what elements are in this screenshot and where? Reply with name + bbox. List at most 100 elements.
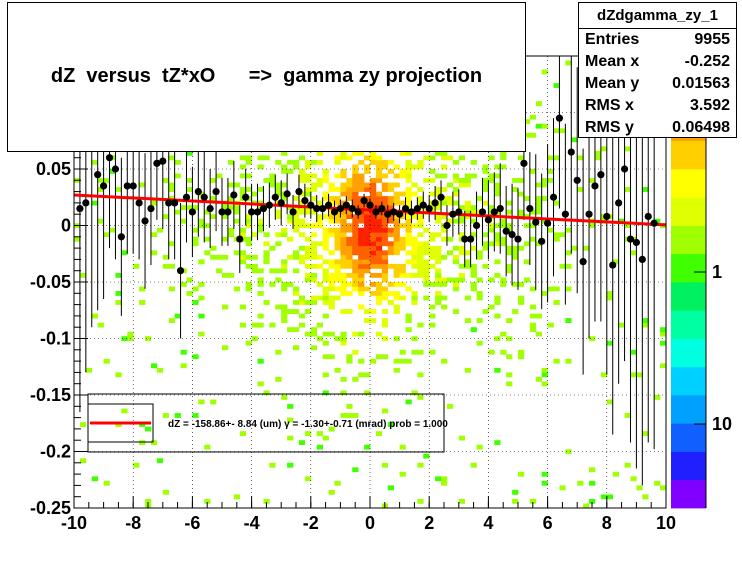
heatmap-cell	[500, 277, 507, 283]
profile-point	[117, 233, 125, 241]
heatmap-cell	[393, 164, 400, 170]
heatmap-cell	[500, 155, 507, 161]
heatmap-cell	[381, 214, 389, 220]
heatmap-cell	[494, 236, 501, 242]
heatmap-cell	[405, 169, 412, 174]
heatmap-cell	[257, 227, 264, 233]
heatmap-cell	[529, 322, 537, 328]
heatmap-cell	[506, 263, 513, 269]
heatmap-cell	[91, 476, 98, 482]
heatmap-cell	[251, 232, 258, 238]
heatmap-cell	[358, 218, 365, 224]
heatmap-cell	[370, 254, 377, 260]
heatmap-cell	[423, 178, 430, 183]
heatmap-cell	[245, 173, 252, 179]
profile-point	[141, 217, 149, 225]
heatmap-cell	[370, 200, 377, 206]
heatmap-cell	[328, 295, 335, 301]
heatmap-cell	[287, 214, 294, 220]
heatmap-cell	[500, 349, 507, 355]
heatmap-cell	[660, 485, 667, 491]
colorbar-segment	[671, 366, 706, 396]
heatmap-cell	[204, 498, 211, 504]
heatmap-cell	[251, 322, 258, 328]
heatmap-cell	[464, 250, 471, 256]
heatmap-cell	[535, 313, 542, 319]
heatmap-cell	[399, 268, 406, 274]
legend-label: dZ = -158.86+- 8.84 (um) γ = -1.30+-0.71…	[168, 419, 448, 430]
heatmap-cell	[441, 214, 448, 220]
heatmap-cell	[91, 159, 98, 165]
heatmap-cell	[293, 291, 300, 296]
heatmap-cell	[642, 187, 649, 192]
heatmap-cell	[399, 173, 406, 179]
heatmap-cell	[227, 159, 235, 165]
heatmap-cell	[441, 282, 448, 287]
heatmap-cell	[506, 318, 513, 323]
heatmap-cell	[654, 480, 661, 486]
heatmap-cell	[464, 259, 471, 265]
heatmap-cell	[364, 259, 371, 265]
heatmap-cell	[441, 227, 448, 233]
heatmap-cell	[405, 259, 412, 265]
heatmap-cell	[488, 173, 495, 179]
heatmap-cell	[293, 254, 300, 260]
heatmap-cell	[287, 169, 294, 174]
profile-point	[301, 197, 309, 205]
heatmap-cell	[606, 340, 614, 346]
heatmap-cell	[370, 236, 377, 242]
heatmap-cell	[435, 277, 442, 283]
heatmap-cell	[393, 250, 400, 256]
heatmap-cell	[79, 272, 87, 278]
heatmap-cell	[660, 331, 667, 337]
heatmap-cell	[364, 205, 371, 210]
heatmap-cell	[150, 250, 158, 256]
colorbar-tick-label: 1	[712, 262, 722, 282]
heatmap-cell	[435, 282, 442, 287]
heatmap-cell	[405, 250, 412, 256]
heatmap-cell	[298, 191, 306, 197]
heatmap-cell	[322, 277, 329, 283]
heatmap-cell	[565, 60, 572, 66]
heatmap-cell	[239, 304, 246, 310]
heatmap-cell	[322, 169, 329, 174]
heatmap-cell	[168, 155, 175, 161]
heatmap-cell	[198, 191, 205, 197]
heatmap-cell	[358, 250, 365, 256]
heatmap-cell	[387, 250, 394, 256]
heatmap-cell	[97, 187, 104, 192]
heatmap-cell	[476, 277, 483, 283]
profile-point	[538, 237, 546, 245]
heatmap-cell	[470, 272, 477, 278]
profile-point	[579, 258, 587, 266]
heatmap-cell	[494, 367, 501, 373]
heatmap-cell	[375, 241, 383, 247]
heatmap-cell	[103, 178, 110, 183]
heatmap-cell	[565, 449, 572, 455]
heatmap-cell	[417, 268, 424, 274]
heatmap-cell	[263, 259, 270, 265]
heatmap-cell	[411, 241, 418, 247]
heatmap-cell	[239, 191, 246, 197]
heatmap-cell	[494, 272, 501, 278]
heatmap-cell	[423, 263, 430, 269]
heatmap-cell	[417, 232, 424, 238]
heatmap-cell	[91, 313, 98, 319]
heatmap-cell	[429, 322, 436, 328]
heatmap-cell	[310, 182, 318, 188]
heatmap-cell	[399, 358, 406, 364]
heatmap-cell	[375, 227, 383, 233]
heatmap-cell	[387, 291, 394, 296]
heatmap-cell	[512, 250, 519, 256]
profile-point	[496, 204, 504, 213]
heatmap-cell	[204, 223, 211, 229]
heatmap-cell	[375, 291, 383, 296]
heatmap-cell	[233, 494, 241, 500]
heatmap-cell	[441, 480, 448, 486]
heatmap-cell	[458, 155, 466, 161]
heatmap-cell	[287, 327, 294, 333]
heatmap-cell	[322, 354, 329, 360]
profile-point	[242, 193, 250, 201]
heatmap-cell	[535, 205, 542, 210]
heatmap-cell	[553, 128, 560, 134]
